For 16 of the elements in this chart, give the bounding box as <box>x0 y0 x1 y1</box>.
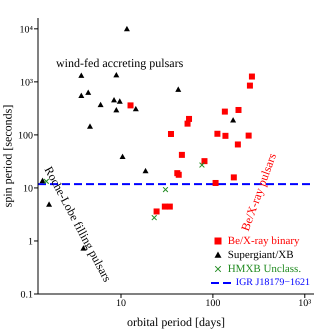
legend-label: Be/X-ray binary <box>228 234 300 248</box>
y-tick-label: 0.1 <box>20 290 33 301</box>
x-axis-title: orbital period [days] <box>127 315 225 329</box>
y-axis-title: spin period [seconds] <box>0 104 14 208</box>
y-tick-label: 1 <box>28 236 33 248</box>
annotation: wind-fed accreting pulsars <box>56 56 184 71</box>
y-tick-label: 10⁴ <box>20 24 34 36</box>
x-tick-label: 10³ <box>298 298 312 310</box>
y-tick-label: 10 <box>23 183 33 194</box>
legend-label: Supergiant/XB <box>228 248 294 262</box>
y-tick-label: 10³ <box>20 77 33 88</box>
x-tick-label: 100 <box>205 298 220 310</box>
y-tick-label: 100 <box>18 130 33 142</box>
x-tick-label: 10 <box>116 298 126 310</box>
legend-label: IGR J18179−1621 <box>236 276 310 290</box>
legend-label: HMXB Unclass. <box>228 262 302 276</box>
